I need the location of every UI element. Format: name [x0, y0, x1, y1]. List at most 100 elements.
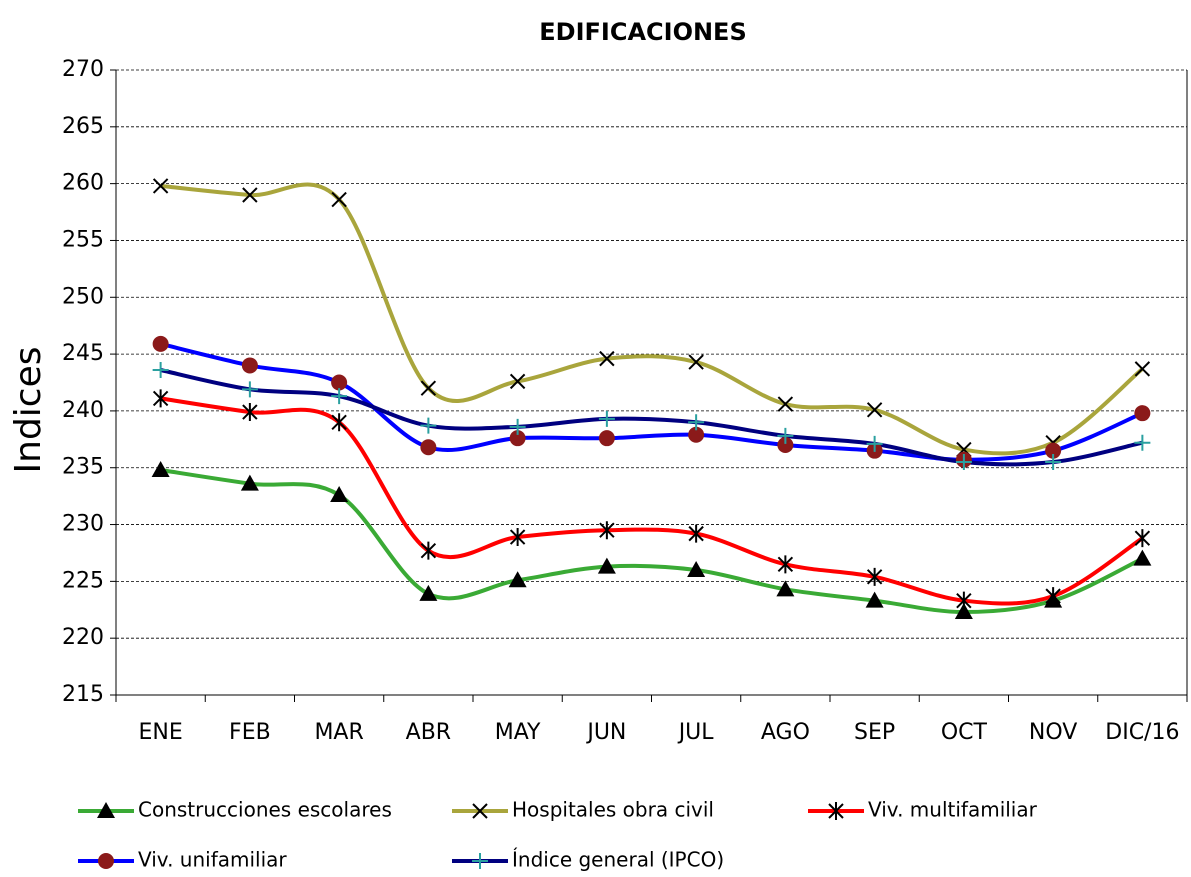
data-point [1133, 549, 1152, 566]
legend-item: Viv. multifamiliar [808, 798, 1038, 822]
data-point [242, 187, 258, 203]
series-line [160, 341, 1144, 462]
series-line [160, 396, 1144, 606]
data-point [866, 567, 883, 586]
data-point [331, 413, 347, 432]
data-point [331, 388, 348, 405]
data-point [1045, 454, 1062, 471]
y-tick-label: 265 [62, 114, 104, 139]
x-tick-label: AGO [761, 720, 810, 745]
x-tick-label: MAR [314, 720, 363, 745]
y-tick-label: 255 [62, 227, 104, 252]
x-tick-label: ABR [406, 720, 451, 745]
data-point [1045, 442, 1062, 459]
data-point [509, 373, 526, 390]
legend-label: Construcciones escolares [138, 798, 392, 822]
data-point [956, 591, 972, 610]
data-point [688, 414, 705, 431]
data-point [509, 528, 526, 547]
data-point [241, 381, 258, 398]
x-tick-label: SEP [854, 720, 895, 745]
y-tick-label: 260 [62, 171, 104, 196]
data-point [509, 430, 526, 447]
data-point [152, 362, 169, 378]
legend-label: Viv. multifamiliar [868, 798, 1038, 822]
data-point [331, 374, 348, 391]
data-point [1134, 434, 1151, 451]
y-tick-label: 225 [62, 568, 104, 593]
legend-marker [472, 803, 488, 819]
data-point [777, 555, 794, 574]
y-tick-label: 215 [62, 682, 104, 707]
data-point [777, 396, 794, 412]
data-point [420, 417, 437, 434]
x-tick-label: JUN [585, 720, 626, 745]
data-point [599, 350, 615, 367]
data-point [420, 439, 437, 456]
x-tick-label: JUL [677, 720, 715, 745]
data-point [866, 402, 883, 418]
data-point [954, 603, 973, 620]
data-point [688, 426, 705, 443]
x-tick-label: FEB [229, 720, 271, 745]
data-point [688, 354, 704, 370]
data-point [1134, 405, 1151, 422]
data-point [508, 571, 527, 588]
legend-label: Viv. unifamiliar [138, 848, 287, 872]
legend-marker [828, 802, 844, 820]
data-point [152, 389, 169, 408]
data-point [509, 418, 526, 435]
legend-marker [97, 802, 115, 818]
data-point [777, 437, 794, 453]
series-line [160, 368, 1143, 467]
data-point [599, 521, 615, 540]
legend-marker [472, 853, 488, 869]
legend-item: Viv. unifamiliar [78, 848, 287, 872]
data-point [151, 461, 170, 477]
data-point [331, 191, 347, 208]
y-tick-label: 220 [62, 625, 104, 650]
data-point [777, 427, 794, 444]
data-point [242, 403, 258, 422]
legend-label: Índice general (IPCO) [512, 848, 724, 872]
y-tick-label: 245 [62, 341, 104, 366]
series-line [160, 182, 1144, 456]
legend-marker [98, 853, 114, 869]
data-point [420, 380, 437, 396]
x-tick-label: MAY [495, 720, 541, 745]
legend-item: Índice general (IPCO) [452, 848, 724, 872]
x-tick-label: ENE [138, 720, 182, 745]
data-point [1134, 361, 1151, 377]
data-point [955, 454, 972, 471]
data-point [419, 584, 438, 601]
x-tick-label: OCT [941, 720, 988, 745]
data-point [241, 357, 258, 374]
data-point [152, 335, 169, 352]
data-point [598, 430, 615, 447]
chart-title: EDIFICACIONES [539, 18, 746, 46]
y-axis-label: Indices [8, 347, 49, 474]
data-point [776, 580, 795, 597]
y-tick-label: 230 [62, 512, 104, 537]
data-point [687, 561, 706, 577]
data-point [420, 541, 437, 560]
data-point [866, 435, 883, 452]
data-point [1045, 587, 1061, 606]
y-tick-label: 250 [62, 284, 104, 309]
data-point [240, 474, 259, 491]
x-tick-label: DIC/16 [1105, 720, 1179, 745]
y-tick-label: 270 [62, 57, 104, 82]
legend-item: Construcciones escolares [78, 798, 392, 822]
data-point [1134, 529, 1151, 548]
data-point [597, 557, 616, 574]
y-tick-label: 240 [62, 398, 104, 423]
data-point [152, 178, 169, 194]
series-line [160, 468, 1144, 615]
data-point [865, 591, 884, 608]
y-tick-label: 235 [62, 455, 104, 480]
legend-label: Hospitales obra civil [512, 798, 714, 822]
data-point [688, 524, 704, 543]
data-point [598, 410, 615, 427]
legend-item: Hospitales obra civil [452, 798, 714, 822]
